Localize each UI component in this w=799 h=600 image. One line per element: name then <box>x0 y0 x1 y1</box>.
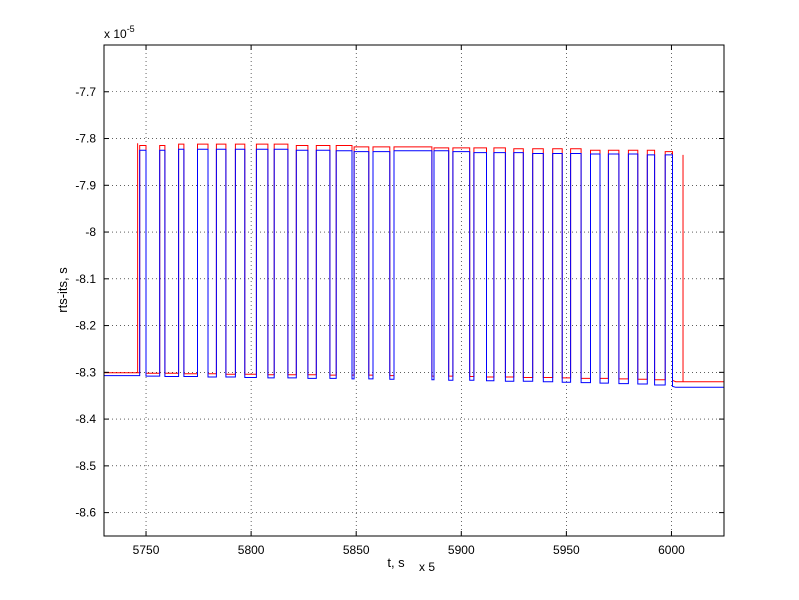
x-axis-label: t, s <box>387 555 405 570</box>
grid-lines <box>104 45 724 536</box>
y-tick-label: -8.1 <box>75 272 96 286</box>
y-multiplier: x 10-5 <box>104 24 135 41</box>
y-tick-label: -8.2 <box>75 319 96 333</box>
axis-ticks: 5750 5800 5850 5900 5950 6000 -7.7 -7.8 -7.9 -8 -8… <box>75 45 724 557</box>
y-multiplier-exponent: -5 <box>127 24 135 34</box>
x-multiplier: x 5 <box>419 560 435 574</box>
y-axis-label: rts-its, s <box>55 267 70 313</box>
x-tick-label: 5950 <box>553 543 580 557</box>
x-tick-label: 5800 <box>238 543 265 557</box>
plot-area <box>104 45 724 536</box>
y-tick-label: -8.4 <box>75 412 96 426</box>
series-line-2 <box>104 148 724 388</box>
y-tick-label: -7.7 <box>75 85 96 99</box>
x-tick-label: 5850 <box>343 543 370 557</box>
y-multiplier-base: x 10 <box>104 27 127 41</box>
y-tick-label: -8.5 <box>75 459 96 473</box>
axes-frame <box>103 44 725 537</box>
y-tick-label: -8.3 <box>75 365 96 379</box>
x-tick-label: 6000 <box>658 543 685 557</box>
series-layer <box>104 143 724 388</box>
y-tick-label: -7.9 <box>75 178 96 192</box>
x-tick-label: 5750 <box>133 543 160 557</box>
x-tick-label: 5900 <box>448 543 475 557</box>
y-tick-label: -7.8 <box>75 132 96 146</box>
y-tick-label: -8 <box>85 225 96 239</box>
y-tick-label: -8.6 <box>75 506 96 520</box>
